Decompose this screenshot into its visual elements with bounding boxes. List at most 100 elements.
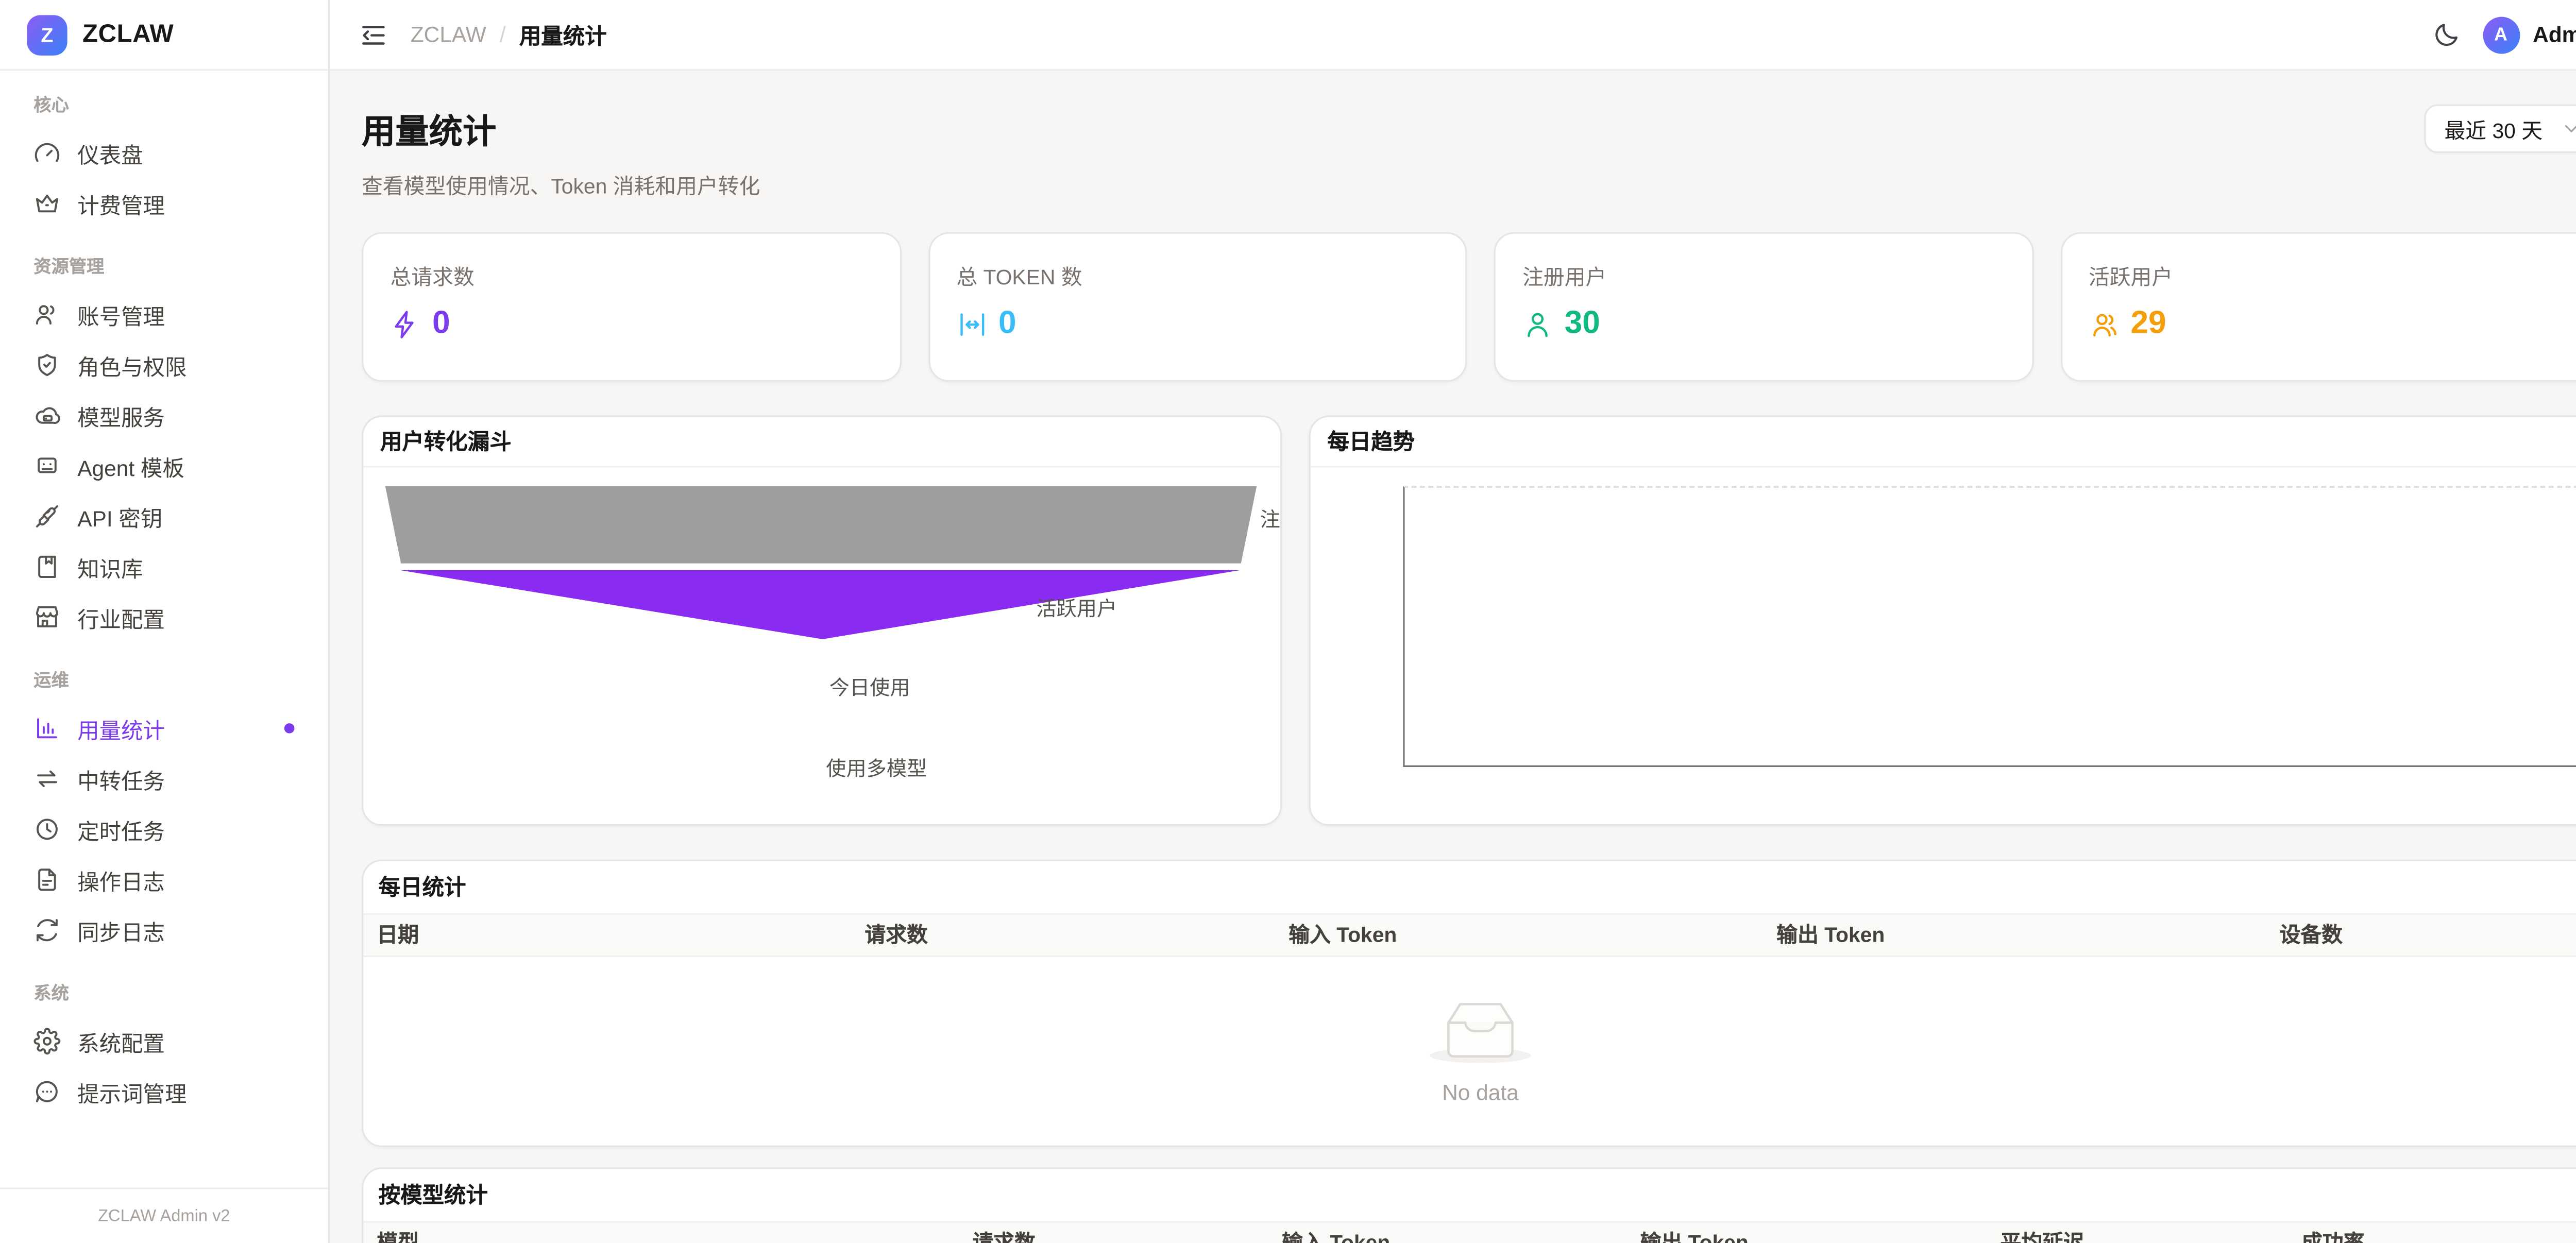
sidebar-item-label: 知识库 [77, 556, 143, 582]
sidebar-item-dashboard[interactable]: 仪表盘 [20, 128, 308, 178]
daily-stats-empty-state: No data [363, 957, 2576, 1146]
date-range-value: 最近 30 天 [2444, 119, 2543, 143]
breadcrumb-current: 用量统计 [519, 23, 607, 49]
sidebar-item-scheduled-tasks[interactable]: 定时任务 [20, 804, 308, 855]
app-logo[interactable]: Z ZCLAW [0, 0, 328, 71]
token-width-icon [959, 313, 984, 336]
sidebar-nav: 核心 仪表盘 计费管理 资源管理 账号管理 角色与权限 模型服务 [0, 71, 328, 1117]
funnel-label-today: 今日使用 [829, 676, 910, 700]
sidebar-item-label: 行业配置 [77, 606, 165, 632]
nav-section-ops: 运维 [33, 671, 69, 692]
sidebar-collapse-button[interactable] [359, 20, 389, 50]
daily-stats-header-row: 日期 请求数 输入 Token 输出 Token 设备数 [363, 913, 2576, 957]
nav-section-resources: 资源管理 [33, 257, 105, 278]
stat-card-total-tokens: 总 TOKEN 数 0 [927, 232, 1467, 382]
sidebar-item-label: 中转任务 [77, 768, 165, 793]
model-stats-title: 按模型统计 [378, 1182, 488, 1208]
stat-label: 总请求数 [390, 265, 474, 290]
sidebar-item-accounts[interactable]: 账号管理 [20, 290, 308, 340]
sidebar-item-label: 同步日志 [77, 919, 165, 945]
clock-icon [36, 819, 58, 840]
sidebar-item-label: 用量统计 [77, 717, 165, 743]
column-header-model: 模型 [377, 1223, 419, 1243]
sidebar-item-label: 账号管理 [77, 303, 165, 329]
funnel-stage-registered [385, 486, 1257, 564]
user-name: Admin [2533, 22, 2576, 47]
stat-card-active-users: 活跃用户 29 [2060, 232, 2576, 382]
breadcrumb: ZCLAW / 用量统计 [411, 19, 607, 50]
sidebar-item-label: 仪表盘 [77, 142, 143, 167]
book-icon [38, 555, 56, 578]
column-header-date: 日期 [377, 923, 419, 947]
sidebar: Z ZCLAW 核心 仪表盘 计费管理 资源管理 账号管理 角色与权限 [0, 0, 330, 1243]
funnel-card: 用户转化漏斗 注册用户 活跃用户 今日使用 使用多模型 [362, 415, 1282, 826]
column-header-output-token: 输出 Token [1776, 923, 1885, 947]
column-header-requests: 请求数 [972, 1223, 1036, 1243]
stat-label: 总 TOKEN 数 [956, 265, 1082, 290]
sidebar-item-usage-stats[interactable]: 用量统计 [20, 703, 308, 754]
sidebar-item-relay-tasks[interactable]: 中转任务 [20, 754, 308, 804]
users-icon [36, 305, 55, 325]
main-content: 用量统计 查看模型使用情况、Token 消耗和用户转化 最近 30 天 总请求数… [330, 71, 2576, 1243]
sidebar-item-billing[interactable]: 计费管理 [20, 178, 308, 229]
funnel-label-multi-model: 使用多模型 [826, 757, 927, 781]
sidebar-item-industry-config[interactable]: 行业配置 [20, 592, 308, 642]
model-stats-card: 按模型统计 模型 请求数 输入 Token 输出 Token 平均延迟 成功率 [362, 1167, 2576, 1243]
sidebar-item-roles[interactable]: 角色与权限 [20, 340, 308, 390]
funnel-label-registered: 注册用户 [1260, 508, 1280, 532]
file-text-icon [38, 869, 56, 891]
page-title: 用量统计 [362, 114, 497, 151]
sidebar-item-system-config[interactable]: 系统配置 [20, 1016, 308, 1066]
sidebar-item-label: API 密钥 [77, 505, 163, 531]
stat-card-registered-users: 注册用户 30 [1494, 232, 2033, 382]
stat-value: 29 [2130, 306, 2166, 342]
sidebar-item-label: 提示词管理 [77, 1080, 187, 1106]
sidebar-item-sync-logs[interactable]: 同步日志 [20, 905, 308, 956]
topbar: ZCLAW / 用量统计 A Admin [330, 0, 2576, 71]
nav-section-core: 核心 [33, 96, 69, 116]
user-menu[interactable]: A Admin [2482, 16, 2576, 53]
arrows-swap-icon [37, 770, 57, 787]
stat-value: 0 [432, 306, 450, 342]
sidebar-item-label: 计费管理 [77, 192, 165, 218]
stat-card-total-requests: 总请求数 0 [362, 232, 901, 382]
sidebar-item-label: 系统配置 [77, 1030, 165, 1055]
breadcrumb-root[interactable]: ZCLAW [410, 22, 486, 47]
sidebar-item-label: 定时任务 [77, 818, 165, 844]
funnel-label-active: 活跃用户 [1036, 597, 1117, 621]
column-header-output-token: 输出 Token [1640, 1223, 1749, 1243]
sidebar-item-label: Agent 模板 [77, 455, 184, 481]
sidebar-item-prompt-management[interactable]: 提示词管理 [20, 1066, 308, 1117]
sidebar-item-knowledge-base[interactable]: 知识库 [20, 541, 308, 592]
bar-chart-icon [37, 718, 57, 739]
sidebar-item-label: 操作日志 [77, 869, 165, 894]
column-header-success-rate: 成功率 [2301, 1223, 2365, 1243]
sidebar-item-api-keys[interactable]: API 密钥 [20, 491, 308, 541]
empty-inbox-icon [1447, 1002, 1514, 1057]
daily-trend-title: 每日趋势 [1310, 417, 2576, 468]
no-data-text: No data [1442, 1079, 1519, 1104]
daily-stats-card: 每日统计 日期 请求数 输入 Token 输出 Token 设备数 [362, 859, 2576, 1147]
cloud-server-icon [36, 407, 60, 424]
daily-stats-title: 每日统计 [378, 874, 466, 900]
column-header-requests: 请求数 [865, 923, 928, 947]
column-header-input-token: 输入 Token [1289, 923, 1397, 947]
logo-badge: Z [27, 14, 67, 55]
sidebar-item-operation-logs[interactable]: 操作日志 [20, 855, 308, 905]
app-name: ZCLAW [82, 20, 174, 49]
plug-icon [36, 505, 58, 528]
gauge-icon [35, 143, 60, 162]
menu-fold-icon [362, 25, 385, 44]
daily-trend-card: 每日趋势 [1309, 415, 2576, 826]
avatar: A [2482, 16, 2519, 53]
theme-toggle-button[interactable] [2432, 20, 2461, 49]
users-icon [2092, 314, 2116, 337]
daily-trend-chart [1311, 468, 2576, 824]
sidebar-item-model-services[interactable]: 模型服务 [20, 390, 308, 441]
sidebar-item-agent-templates[interactable]: Agent 模板 [20, 441, 308, 491]
shield-check-icon [38, 354, 56, 377]
column-header-input-token: 输入 Token [1282, 1223, 1390, 1243]
date-range-select[interactable]: 最近 30 天 [2424, 104, 2576, 154]
crown-icon [36, 194, 58, 213]
